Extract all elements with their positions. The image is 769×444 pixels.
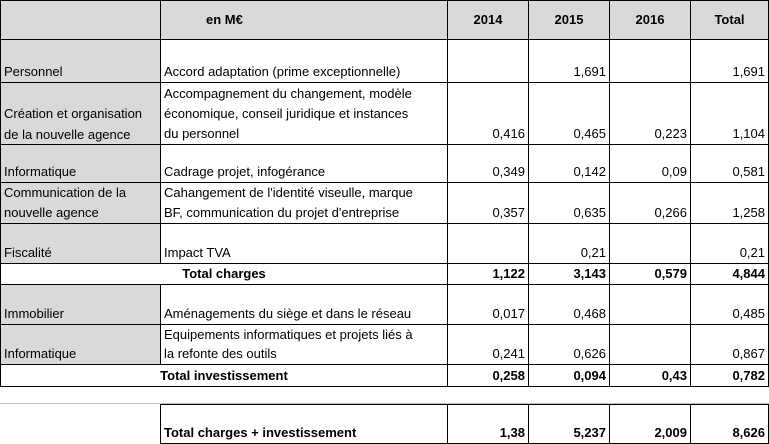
total-invest-2015: 0,094 — [528, 364, 610, 387]
cell-2015: 0,21 — [528, 223, 610, 264]
total-charges-2015: 3,143 — [528, 263, 610, 285]
total-charges-label: Total charges — [0, 263, 448, 285]
cell-2016 — [609, 284, 691, 325]
grand-total-label: Total charges + investissement — [160, 404, 448, 444]
grand-total-2014: 1,38 — [447, 404, 529, 444]
row-category: Personnel — [0, 39, 161, 83]
cell-total: 0,581 — [690, 144, 769, 183]
cell-total: 1,104 — [690, 82, 769, 145]
grand-total-2015: 5,237 — [528, 404, 610, 444]
row-description: Cahangement de l'identité viseulle, marq… — [160, 182, 448, 224]
row-category: Création et organisation de la nouvelle a… — [0, 82, 161, 145]
cell-total: 0,867 — [690, 324, 769, 365]
cell-total: 1,258 — [690, 182, 769, 224]
grand-total-2016: 2,009 — [609, 404, 691, 444]
cell-2014: 0,017 — [447, 284, 529, 325]
cell-2015: 0,465 — [528, 82, 610, 145]
cell-total: 0,21 — [690, 223, 769, 264]
grand-total-blank — [0, 404, 161, 444]
header-total: Total — [690, 0, 769, 40]
total-invest-2016: 0,43 — [609, 364, 691, 387]
row-description: Equipements informatiques et projets lié… — [160, 324, 448, 365]
cell-2016 — [609, 324, 691, 365]
cell-2015: 0,468 — [528, 284, 610, 325]
total-charges-2014: 1,122 — [447, 263, 529, 285]
total-invest-label: Total investissement — [0, 364, 448, 387]
row-description: Cadrage projet, infogérance — [160, 144, 448, 183]
cell-2016: 0,266 — [609, 182, 691, 224]
row-category: Communication de la nouvelle agence — [0, 182, 161, 224]
cell-2015: 0,626 — [528, 324, 610, 365]
cell-2016: 0,09 — [609, 144, 691, 183]
header-blank-left — [0, 0, 161, 40]
cell-2015: 0,635 — [528, 182, 610, 224]
row-description: Accompagnement du changement, modèle écon… — [160, 82, 448, 145]
row-description: Aménagements du siège et dans le réseau — [160, 284, 448, 325]
cell-2016: 0,223 — [609, 82, 691, 145]
row-category: Informatique — [0, 324, 161, 365]
header-2016: 2016 — [609, 0, 691, 40]
cell-2014 — [447, 223, 529, 264]
row-description: Accord adaptation (prime exceptionnelle) — [160, 39, 448, 83]
cell-2016 — [609, 223, 691, 264]
cell-2015: 0,142 — [528, 144, 610, 183]
cell-2014 — [447, 39, 529, 83]
total-invest-2014: 0,258 — [447, 364, 529, 387]
total-charges-total: 4,844 — [690, 263, 769, 285]
cell-2014: 0,241 — [447, 324, 529, 365]
cell-total: 0,485 — [690, 284, 769, 325]
total-charges-2016: 0,579 — [609, 263, 691, 285]
row-description: Impact TVA — [160, 223, 448, 264]
row-category: Fiscalité — [0, 223, 161, 264]
grand-total-total: 8,626 — [690, 404, 769, 444]
cell-2016 — [609, 39, 691, 83]
row-category: Immobilier — [0, 284, 161, 325]
cell-2015: 1,691 — [528, 39, 610, 83]
header-2015: 2015 — [528, 0, 610, 40]
cell-2014: 0,349 — [447, 144, 529, 183]
header-2014: 2014 — [447, 0, 529, 40]
total-invest-total: 0,782 — [690, 364, 769, 387]
cell-total: 1,691 — [690, 39, 769, 83]
cell-2014: 0,416 — [447, 82, 529, 145]
row-category: Informatique — [0, 144, 161, 183]
spacer-row — [0, 386, 769, 404]
header-unit: en M€ — [160, 0, 448, 40]
cell-2014: 0,357 — [447, 182, 529, 224]
